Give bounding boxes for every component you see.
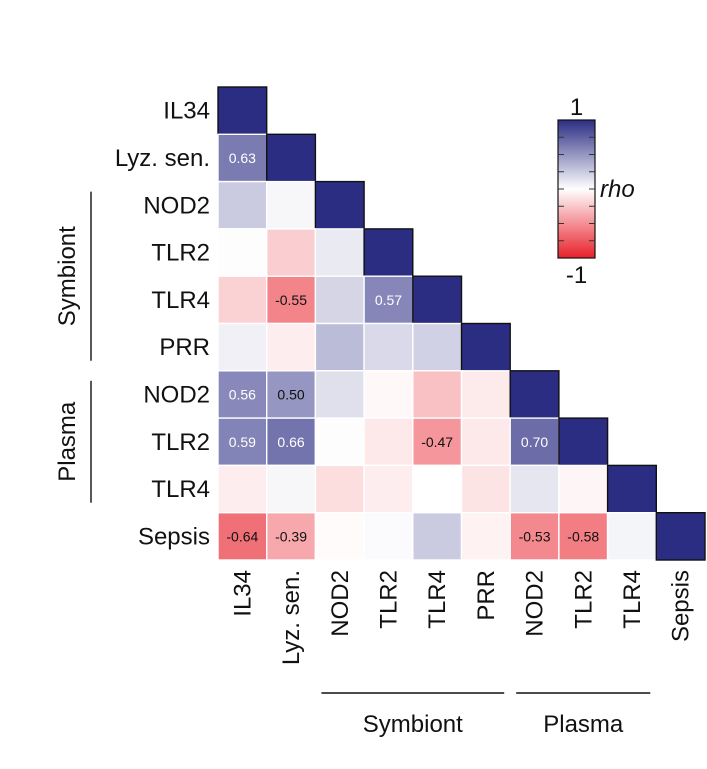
diagonal-cell [363,228,414,277]
column-label: PRR [473,570,500,621]
heatmap-cell [266,228,317,277]
cell-value-label: -0.58 [567,528,599,544]
heatmap-cell-labels: 0.63 -0.55 0.57 0.56 0.50 0.59 0.66 -0.47 0.70 -0… [226,150,599,544]
diagonal-cell [509,370,560,419]
cell-value-label: 0.57 [375,292,402,308]
heatmap-cell [266,322,317,372]
heatmap-cell [217,275,268,325]
colorbar-gradient [557,119,596,259]
column-label: TLR4 [619,570,646,629]
cell-value-label: 0.66 [277,434,304,450]
cell-value-label: -0.55 [275,292,307,308]
row-label: TLR4 [151,476,210,503]
heatmap-cell [314,370,365,419]
colorbar-max-label: 1 [570,94,583,121]
diagonal-cell [655,512,706,561]
column-label: Lyz. sen. [278,570,305,665]
row-label: PRR [159,334,210,361]
column-label: NOD2 [522,570,549,637]
heatmap-cell [217,322,268,372]
cell-value-label: -0.47 [421,434,453,450]
column-label: TLR2 [375,570,402,629]
cell-value-label: 0.63 [229,150,256,166]
diagonal-cell [460,322,511,372]
colorbar: 1 -1 rho [557,94,635,289]
cell-value-label: -0.39 [275,528,307,544]
heatmap-cell [606,512,657,561]
column-label: NOD2 [327,570,354,637]
column-label: TLR4 [424,570,451,629]
heatmap-cell [558,464,609,514]
heatmap-cell [509,512,560,561]
heatmap-cell [460,417,511,467]
heatmap-cell [460,370,511,419]
cell-value-label: 0.56 [229,386,256,402]
diagonal-cell [217,86,268,135]
row-labels: IL34 Lyz. sen. NOD2 TLR2 TLR4 PRR NOD2 TLR2 TLR4… [115,98,210,551]
row-label: NOD2 [143,192,210,219]
group-annotations: Symbiont Symbiont Plasma Plasma [54,191,651,738]
heatmap-cell [363,512,414,561]
heatmap-cell [266,464,317,514]
heatmap-cell [266,275,317,325]
cell-value-label: 0.70 [521,434,548,450]
colorbar-title: rho [600,176,635,203]
heatmap-cell [314,512,365,561]
heatmap-cell [412,322,463,372]
column-label: IL34 [229,570,256,617]
group-label-horizontal: Plasma [543,711,624,738]
row-label: TLR2 [151,429,210,456]
heatmap-cell [217,417,268,467]
heatmap-cell [217,464,268,514]
row-label: IL34 [163,98,210,125]
cell-value-label: -0.64 [226,528,258,544]
heatmap-cell [217,512,268,561]
cell-value-label: 0.50 [277,386,304,402]
heatmap-cell [217,180,268,230]
column-label: Sepsis [668,570,695,642]
group-label-vertical: Plasma [54,401,81,482]
diagonal-cell [314,180,365,230]
row-label: Sepsis [138,523,210,550]
colorbar-min-label: -1 [566,262,587,289]
group-label-vertical: Symbiont [54,226,81,326]
heatmap-cell [314,464,365,514]
cell-value-label: -0.53 [519,528,551,544]
heatmap-cell [314,275,365,325]
heatmap-cell [217,228,268,277]
heatmap-cell [314,417,365,467]
heatmap-cell [412,370,463,419]
diagonal-cell [606,464,657,514]
diagonal-cell [558,417,609,467]
diagonal-cell [412,275,463,325]
row-label: TLR4 [151,287,210,314]
row-label: TLR2 [151,240,210,267]
column-label: TLR2 [570,570,597,629]
heatmap-cell [314,228,365,277]
cell-value-label: 0.59 [229,434,256,450]
heatmap-cell [266,180,317,230]
heatmap-cells [217,86,706,561]
heatmap-cell [412,417,463,467]
heatmap-cell [363,464,414,514]
heatmap-cell [558,512,609,561]
group-label-horizontal: Symbiont [363,711,463,738]
row-label: NOD2 [143,381,210,408]
row-label: Lyz. sen. [115,145,210,172]
heatmap-cell [363,417,414,467]
column-labels: IL34 Lyz. sen. NOD2 TLR2 TLR4 PRR NOD2 TLR2 TLR4… [229,570,694,665]
heatmap-cell [314,322,365,372]
heatmap-cell [412,464,463,514]
heatmap-cell [509,464,560,514]
diagonal-cell [266,133,317,183]
heatmap-cell [412,512,463,561]
heatmap-cell [460,464,511,514]
heatmap-cell [363,322,414,372]
heatmap-cell [217,133,268,183]
heatmap-cell [363,370,414,419]
heatmap-cell [460,512,511,561]
